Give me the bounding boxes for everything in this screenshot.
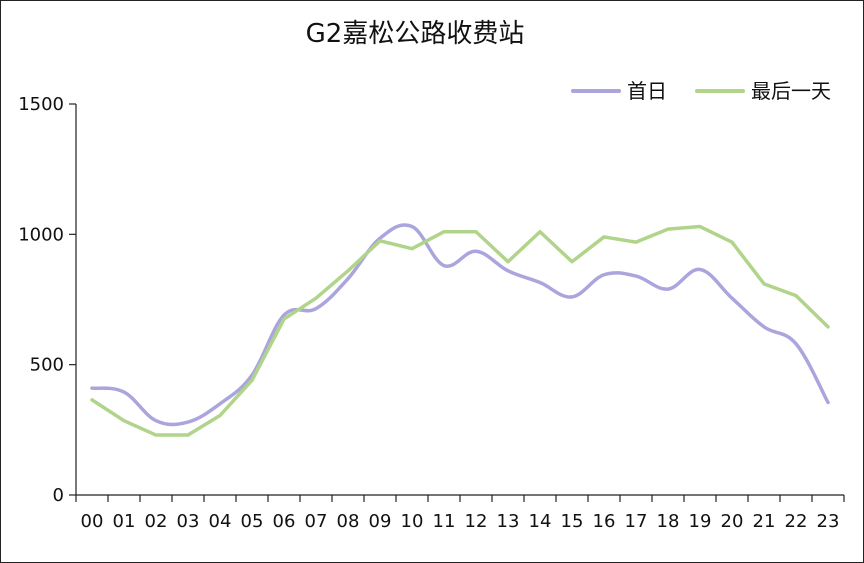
x-tick-label: 18 (657, 511, 680, 532)
x-tick-label: 22 (785, 511, 808, 532)
x-tick-label: 03 (177, 511, 200, 532)
x-tick-label: 11 (433, 511, 456, 532)
y-axis-ticks: 0 500 1000 1500 (18, 94, 76, 506)
axes (75, 104, 844, 496)
x-tick-label: 08 (337, 511, 360, 532)
x-tick-label: 06 (273, 511, 296, 532)
x-tick-label: 00 (81, 511, 104, 532)
x-tick-label: 10 (401, 511, 424, 532)
x-tick-label: 01 (113, 511, 136, 532)
x-tick-label: 14 (529, 511, 552, 532)
x-tick-label: 02 (145, 511, 168, 532)
x-tick-label: 07 (305, 511, 328, 532)
y-tick-label: 500 (30, 355, 64, 376)
y-tick-label: 1000 (18, 224, 64, 245)
legend-label-2: 最后一天 (751, 79, 831, 103)
x-tick-label: 04 (209, 511, 232, 532)
x-tick-label: 12 (465, 511, 488, 532)
x-tick-label: 20 (721, 511, 744, 532)
x-tick-label: 19 (689, 511, 712, 532)
x-tick-label: 15 (561, 511, 584, 532)
chart-title: G2嘉松公路收费站 (306, 19, 525, 49)
x-tick-label: 09 (369, 511, 392, 532)
x-tick-label: 23 (817, 511, 840, 532)
series-line-2 (90, 224, 830, 437)
y-tick-label: 1500 (18, 94, 64, 115)
series-line-1 (90, 223, 830, 427)
x-tick-label: 17 (625, 511, 648, 532)
x-tick-label: 05 (241, 511, 264, 532)
series-lines (90, 223, 830, 437)
legend-label-1: 首日 (627, 79, 667, 103)
x-tick-label: 16 (593, 511, 616, 532)
x-tick-label: 13 (497, 511, 520, 532)
y-tick-label: 0 (53, 485, 64, 506)
legend: 首日 最后一天 (571, 79, 831, 103)
x-tick-label: 21 (753, 511, 776, 532)
x-axis-ticks: 00 01 02 03 04 05 06 07 08 09 10 11 12 13 14 15 16 17 18 19… (75, 495, 845, 532)
